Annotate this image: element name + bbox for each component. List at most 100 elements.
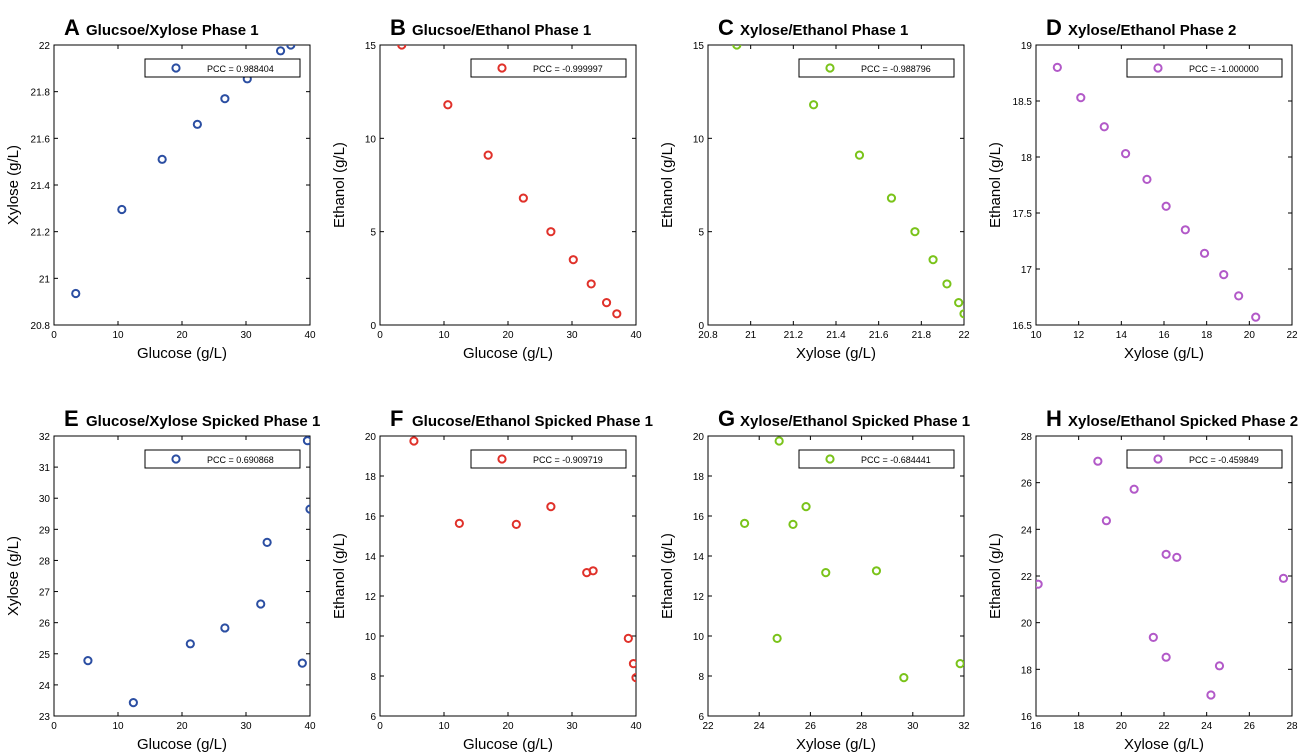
y-tick-label: 18 [693, 472, 705, 483]
panel-title: Glucose/Ethanol Spicked Phase 1 [412, 413, 653, 430]
data-point [623, 633, 633, 644]
data-point [83, 656, 93, 666]
y-tick-label: 21.6 [31, 134, 51, 145]
y-tick-label: 15 [693, 41, 705, 52]
y-tick-label: 26 [1021, 479, 1033, 490]
x-tick-label: 20.8 [698, 330, 718, 341]
y-tick-label: 28 [1021, 432, 1033, 443]
legend-box [1126, 449, 1283, 469]
data-point [546, 227, 556, 237]
legend-marker [1153, 454, 1163, 464]
panel-b: B Glucsoe/Ethanol Phase 1 0 10 20 30 40 0 5 10 15 G… [331, 15, 642, 362]
data-point [192, 119, 202, 129]
y-tick-label: 28 [39, 556, 51, 567]
data-point [821, 568, 831, 578]
data-point [1052, 62, 1062, 73]
x-tick-label: 18 [1201, 330, 1213, 341]
x-tick-label: 21.4 [826, 330, 846, 341]
axes-box [53, 44, 311, 326]
legend-marker [171, 63, 181, 73]
data-point [740, 518, 750, 529]
panel-title: Xylose/Ethanol Spicked Phase 1 [740, 413, 970, 430]
x-tick-label: 0 [51, 721, 57, 732]
data-point [772, 633, 782, 644]
x-tick-label: 0 [377, 721, 383, 732]
panel-title: Glucsoe/Xylose Phase 1 [86, 22, 259, 39]
y-tick-label: 8 [698, 672, 704, 683]
y-tick-label: 25 [39, 650, 51, 661]
x-tick-label: 21.6 [869, 330, 889, 341]
panel-title: Glucsoe/Ethanol Phase 1 [412, 22, 591, 39]
data-point [1121, 149, 1131, 159]
x-tick-label: 30 [240, 721, 252, 732]
legend-marker [497, 63, 507, 73]
panel-title: Xylose/Ethanol Phase 2 [1068, 22, 1236, 39]
y-tick-label: 16.5 [1013, 321, 1033, 332]
legend-box [798, 449, 955, 469]
axes-box [707, 44, 965, 326]
data-point [286, 45, 296, 50]
y-axis-label: Ethanol (g/L) [987, 533, 1004, 619]
y-tick-label: 29 [39, 525, 51, 536]
y-axis-label: Ethanol (g/L) [331, 533, 348, 619]
panel-f: F Glucose/Ethanol Spicked Phase 1 0 10 20 30 4… [331, 406, 653, 753]
x-axis-label: Xylose (g/L) [796, 736, 876, 753]
data-point [275, 46, 286, 56]
axes-box [379, 44, 637, 326]
x-tick-label: 30 [240, 330, 252, 341]
data-point [220, 94, 230, 104]
x-tick-label: 22 [1286, 330, 1298, 341]
data-point [910, 227, 920, 237]
y-tick-label: 18 [365, 472, 377, 483]
data-point [483, 150, 493, 160]
x-tick-label: 30 [566, 721, 578, 732]
legend-marker [497, 454, 507, 464]
data-point [1036, 579, 1043, 589]
data-point [1172, 552, 1182, 562]
axes-box [1035, 435, 1293, 717]
legend-text: PCC = -0.459849 [1189, 455, 1259, 465]
data-point [568, 255, 578, 265]
data-point [586, 279, 596, 289]
data-point [601, 298, 612, 308]
y-axis-label: Ethanol (g/L) [659, 533, 676, 619]
y-tick-label: 16 [365, 512, 377, 523]
y-tick-label: 10 [365, 632, 377, 643]
panel-letter: F [390, 406, 403, 431]
data-points [397, 45, 622, 319]
data-point [1142, 174, 1152, 184]
x-tick-label: 10 [438, 330, 450, 341]
y-tick-label: 24 [1021, 525, 1033, 536]
legend-text: PCC = -0.684441 [861, 455, 931, 465]
x-tick-label: 28 [856, 721, 868, 732]
data-point [443, 100, 453, 110]
data-point [511, 519, 521, 530]
y-tick-label: 10 [365, 134, 377, 145]
x-tick-label: 18 [1073, 721, 1085, 732]
y-tick-label: 22 [39, 41, 51, 52]
x-tick-label: 14 [1116, 330, 1128, 341]
panel-title: Xylose/Ethanol Spicked Phase 2 [1068, 413, 1298, 430]
panel-e: E Glucose/Xylose Spicked Phase 1 0 10 20 30 40… [5, 406, 320, 753]
x-tick-label: 20 [502, 721, 514, 732]
x-tick-label: 30 [566, 330, 578, 341]
y-tick-label: 21.4 [31, 181, 51, 192]
x-tick-label: 40 [630, 330, 642, 341]
x-tick-label: 10 [112, 721, 124, 732]
x-tick-label: 21 [745, 330, 757, 341]
y-tick-label: 20 [365, 432, 377, 443]
data-point [185, 639, 195, 649]
y-tick-label: 10 [693, 134, 705, 145]
data-point [1180, 225, 1190, 235]
data-point [117, 204, 127, 215]
x-tick-label: 24 [1201, 721, 1213, 732]
y-tick-label: 21.2 [31, 228, 51, 239]
data-point [157, 154, 167, 164]
x-tick-label: 0 [377, 330, 383, 341]
panel-h: H Xylose/Ethanol Spicked Phase 2 16 18 20 22 2… [987, 406, 1298, 753]
data-points [71, 45, 296, 299]
y-tick-label: 31 [39, 463, 51, 474]
legend-text: PCC = -1.000000 [1189, 64, 1259, 74]
panel-d: D Xylose/Ethanol Phase 2 10 12 14 16 18 20 22 16.… [987, 15, 1298, 362]
data-point [297, 658, 307, 668]
